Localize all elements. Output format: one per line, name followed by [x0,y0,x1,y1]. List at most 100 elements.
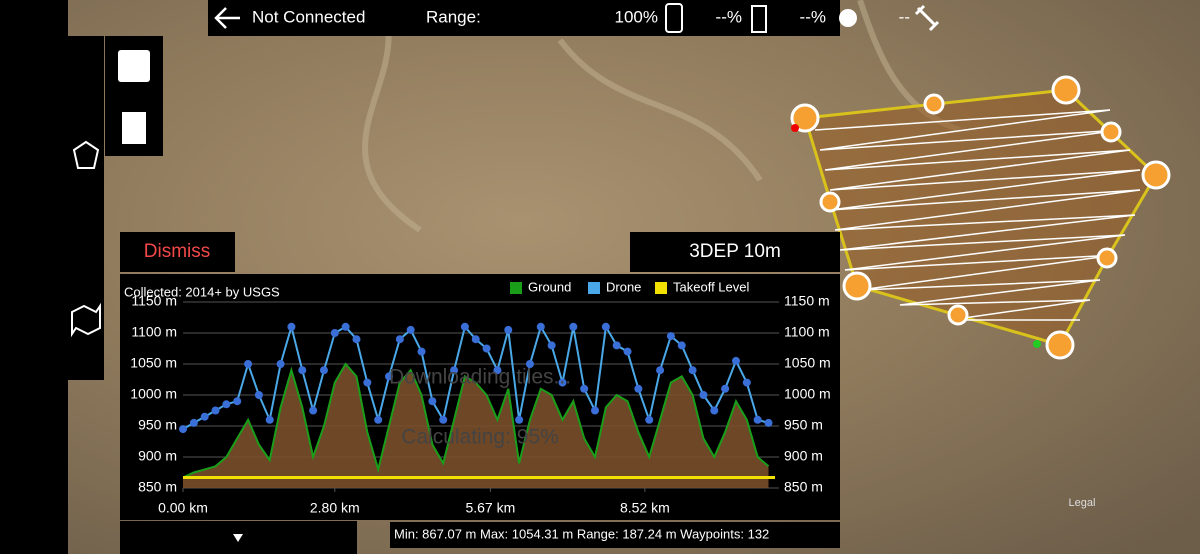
series-point [428,397,437,406]
y2-tick-label: 1150 m [784,293,830,309]
delete-button[interactable] [122,112,146,144]
satellite-icon [914,4,940,32]
series-point [319,366,328,375]
stats-bar [390,522,840,548]
remote-icon [839,9,857,27]
legend-label: Takeoff Level [673,279,749,294]
battery-icon [751,5,767,33]
series-point [276,360,285,368]
elevation-chart: 850 m 900 m 950 m 1000 m 1050 m 1100 m 1150 m 8… [124,279,831,515]
series-point [558,378,567,387]
series-point [179,425,187,434]
series-point [460,322,469,331]
draw-tool[interactable] [72,140,100,169]
series-point [677,341,686,350]
legend-swatch [655,282,667,294]
series-point [471,335,480,344]
remote-battery: --% [800,7,826,26]
status-bar [208,0,840,36]
y2-tick-label: 1000 m [784,386,831,402]
series-point [287,322,296,331]
series-point [623,347,632,356]
series-point [254,391,263,399]
series-point [731,356,740,365]
map-source-bg[interactable] [630,232,840,272]
series-point [330,329,339,337]
y-tick-label: 950 m [138,417,177,433]
chart-subtitle: Collected: 2014+ by USGS [124,284,280,299]
series-point [341,322,350,331]
connection-status: Not Connected [252,7,365,26]
legend-label: Drone [606,279,641,294]
series-point [417,347,426,356]
series-point [189,418,198,427]
left-toolbar [68,36,104,380]
series-point [634,384,643,393]
series-point [580,384,589,393]
phone-icon [665,3,683,33]
y-tick-label: 850 m [138,479,177,495]
dismiss-button[interactable]: Dismiss [144,241,211,262]
series-point [493,366,502,375]
back-button[interactable] [214,7,240,29]
x-tick-label: 8.52 km [620,500,670,516]
series-area [183,364,769,488]
y-tick-label: 1000 m [130,386,177,402]
satellite-count: -- [899,7,910,26]
y2-tick-label: 1100 m [784,324,830,340]
y2-tick-label: 850 m [784,479,823,495]
series-point [439,415,448,424]
map-legal[interactable]: Legal [1069,497,1096,509]
series-point [363,378,372,387]
series-point [525,360,534,368]
waypoint-handles[interactable] [790,75,1171,360]
phone-battery: 100% [615,7,658,26]
series-point [265,415,274,424]
map-tool[interactable] [71,302,101,338]
x-tick-label: 0.00 km [158,500,208,516]
legend-label: Ground [528,279,571,294]
y-tick-label: 900 m [138,448,177,464]
series-point [666,332,675,341]
series-point [547,341,556,350]
series-point [591,406,600,415]
start-marker [791,124,799,132]
series-point [200,412,209,421]
series-point [395,335,404,344]
series-point [536,322,545,331]
series-point [710,406,719,415]
series-point [764,418,773,427]
series-point [753,415,762,424]
y2-tick-label: 1050 m [784,355,831,371]
series-point [742,378,751,387]
range-label: Range: [426,7,481,26]
series-point [309,406,318,415]
stats-text: Min: 867.07 m Max: 1054.31 m Range: 187.… [394,526,769,541]
series-point [656,366,665,375]
map-source[interactable]: 3DEP 10m [689,241,781,262]
series-point [699,391,708,399]
series-point [298,366,307,375]
series-point [406,325,415,334]
legend-swatch [588,282,600,294]
legend-swatch [510,282,522,294]
series-point [569,322,578,331]
series-point [504,325,513,334]
series-point [374,415,383,424]
flight-lines [814,109,1141,321]
y2-tick-label: 900 m [784,448,823,464]
series-point [515,415,524,424]
series-point [645,415,654,424]
series-point [688,366,697,375]
series-point [244,360,253,368]
series-point [385,372,394,381]
y-tick-label: 1150 m [131,293,177,309]
series-point [482,344,491,353]
save-button[interactable] [118,50,150,82]
collapse-arrow[interactable] [233,534,243,542]
dismiss-button-bg[interactable] [120,232,235,272]
calculating-overlay: Calculating: 95% [401,426,559,449]
end-marker [1033,340,1041,348]
